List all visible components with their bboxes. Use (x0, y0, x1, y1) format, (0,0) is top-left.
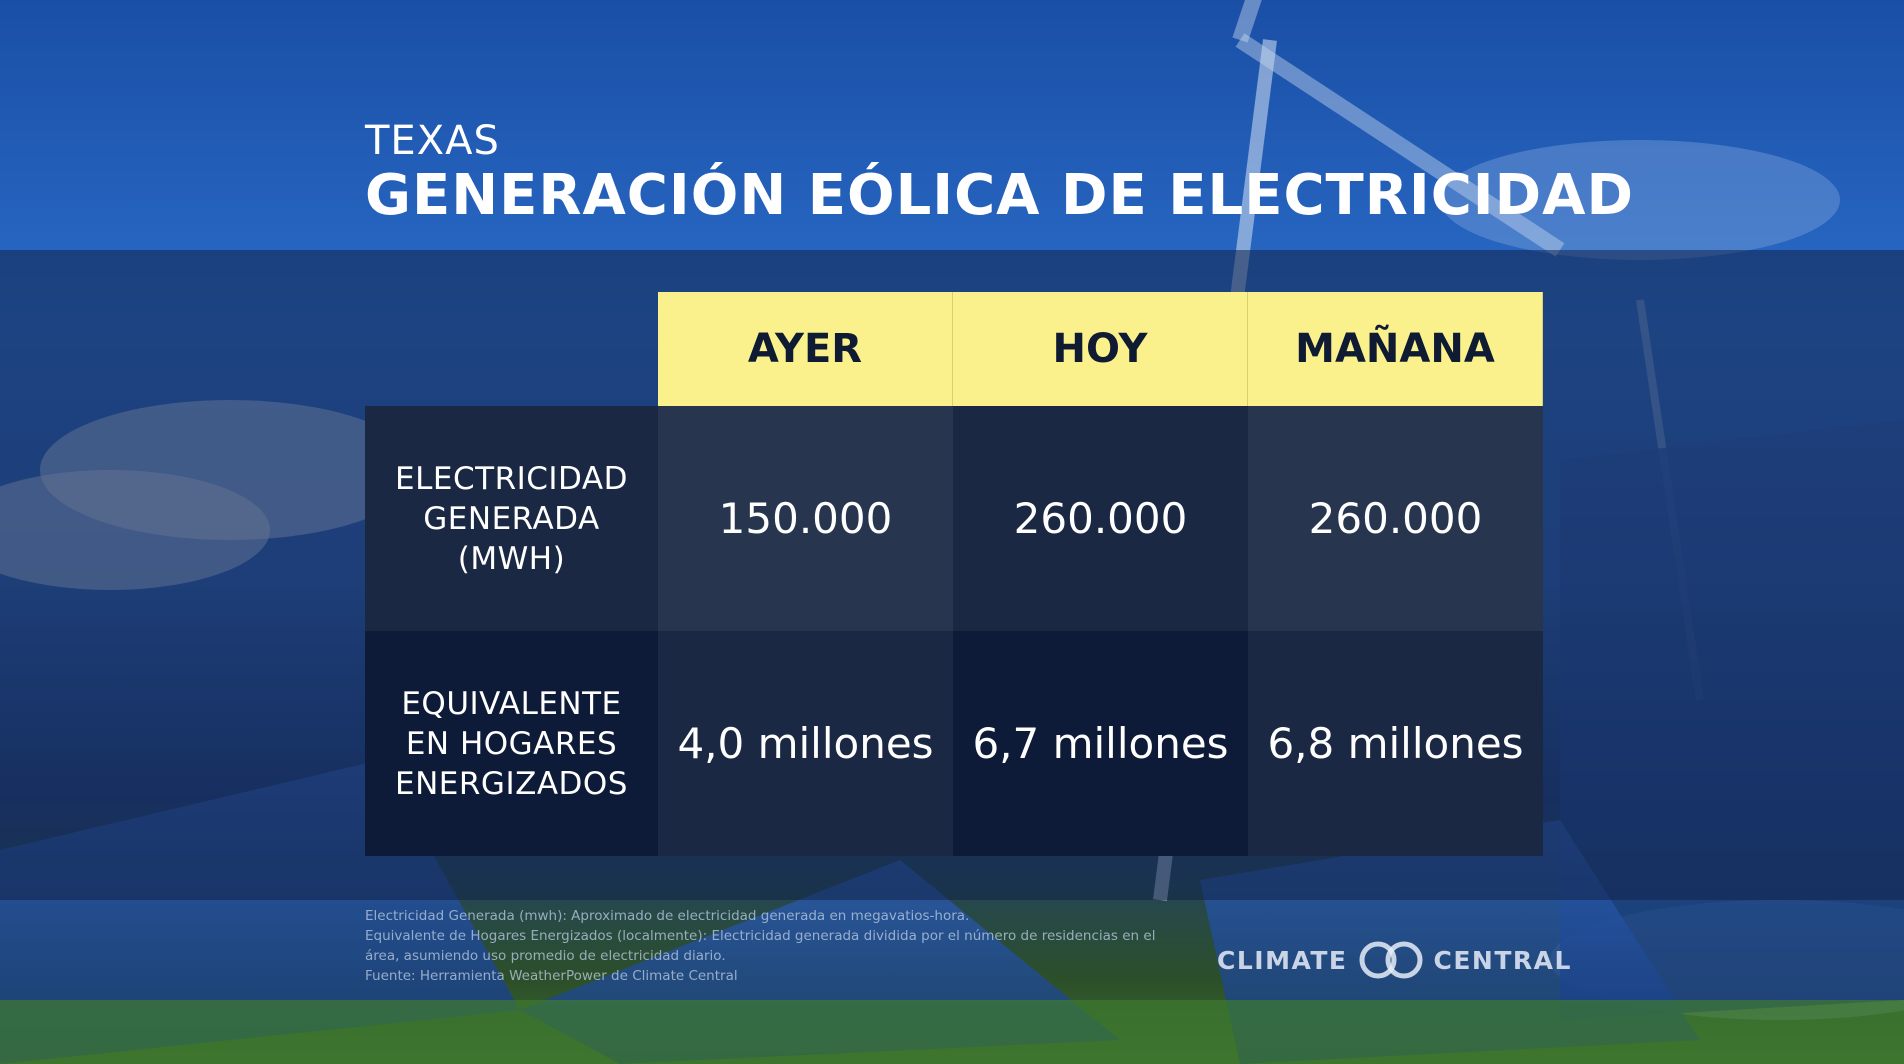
table-cell-r1-c2: 260.000 (953, 406, 1248, 631)
footnote-line: Electricidad Generada (mwh): Aproximado … (365, 908, 970, 924)
row-label-1: ELECTRICIDAD GENERADA (MWH) (365, 406, 658, 631)
title-block: TEXAS GENERACIÓN EÓLICA DE ELECTRICIDAD (365, 118, 1634, 228)
brand-word-right: CENTRAL (1433, 945, 1572, 975)
footnote-line: área, asumiendo uso promedio de electric… (365, 948, 726, 964)
climate-central-logo-icon (1359, 941, 1422, 979)
column-header-3: MAÑANA (1248, 292, 1543, 406)
row-label-2: EQUIVALENTE EN HOGARES ENERGIZADOS (365, 631, 658, 856)
table-cell-r1-c3: 260.000 (1248, 406, 1543, 631)
table-cell-r2-c1: 4,0 millones (658, 631, 953, 856)
data-table: AYER HOY MAÑANA ELECTRICIDAD GENERADA (MWH)… (365, 292, 1543, 856)
turbine-blade (1235, 33, 1565, 257)
brand-word-left: CLIMATE (1217, 945, 1348, 975)
table-cell-r2-c2: 6,7 millones (953, 631, 1248, 856)
column-header-1: AYER (658, 292, 953, 406)
region-subtitle: TEXAS (365, 118, 500, 164)
cloud-shape (1440, 140, 1840, 260)
table-cell-r1-c1: 150.000 (658, 406, 953, 631)
table-cell-r2-c3: 6,8 millones (1248, 631, 1543, 856)
page-title: GENERACIÓN EÓLICA DE ELECTRICIDAD (365, 163, 1634, 228)
footnote-source: Fuente: Herramienta WeatherPower de Clim… (365, 968, 738, 984)
footnote-line: Equivalente de Hogares Energizados (loca… (365, 928, 1156, 944)
brand-logo: CLIMATE CENTRAL (1217, 940, 1572, 980)
grass-strip (0, 1000, 1904, 1064)
column-header-2: HOY (953, 292, 1248, 406)
turbine-blade (1232, 0, 1262, 43)
footnotes: Electricidad Generada (mwh): Aproximado … (365, 906, 1185, 986)
